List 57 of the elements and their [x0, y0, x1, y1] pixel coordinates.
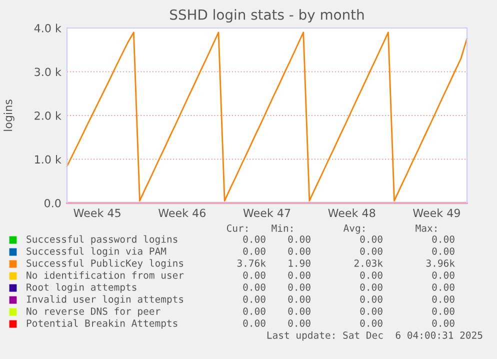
text: 3.96k — [426, 259, 455, 267]
text: 0.00 — [288, 271, 310, 279]
chart-title: SSHD login stats - by month — [170, 9, 364, 23]
text: 0.00 — [288, 319, 310, 327]
y-tick-label: 0.0 — [44, 198, 61, 208]
text: 0.00 — [360, 271, 382, 279]
text: 0.00 — [360, 235, 382, 243]
text: 0.00 — [288, 283, 310, 291]
text: 0.00 — [360, 247, 382, 255]
text: Last update: Sat Dec 6 04:00:31 2025 — [267, 331, 482, 341]
legend-label: No reverse DNS for peer — [26, 307, 160, 317]
text: 0.00 — [288, 307, 310, 315]
x-tick-label: Week 49 — [413, 208, 460, 218]
text: 1.90 — [288, 259, 310, 267]
text: Cur: — [226, 224, 248, 232]
text: 0.00 — [243, 283, 266, 291]
text: 0.00 — [432, 283, 454, 291]
text: 0.00 — [432, 271, 454, 279]
text: 0.00 — [243, 319, 266, 327]
y-tick-label: 2.0 k — [34, 111, 62, 120]
text: 0.00 — [360, 319, 382, 327]
x-tick-label: Week 46 — [158, 208, 206, 218]
x-tick-label: Week 47 — [243, 208, 290, 218]
legend-label: Successful login via PAM — [26, 247, 166, 257]
legend-label: No identification from user — [26, 271, 184, 279]
legend-label: Invalid user login attempts — [26, 295, 184, 305]
text: 0.00 — [360, 283, 382, 291]
text: 0.00 — [432, 247, 454, 255]
text: 0.00 — [288, 247, 310, 255]
text: Max: — [416, 224, 436, 232]
text: 0.00 — [243, 235, 266, 243]
x-tick-label: Week 48 — [328, 208, 376, 218]
text: 0.00 — [243, 295, 266, 303]
y-axis-title: logins — [4, 100, 14, 131]
y-tick-label: 4.0 k — [34, 24, 62, 32]
y-tick-label: 3.0 k — [34, 68, 62, 76]
text: 3.76k — [237, 259, 266, 267]
text: 0.00 — [243, 307, 266, 315]
legend-label: Successful PublicKey logins — [26, 259, 184, 269]
legend-label: Potential Breakin Attempts — [26, 319, 178, 329]
text: 0.00 — [432, 235, 454, 243]
text: Min: — [272, 224, 292, 232]
text: 0.00 — [432, 295, 454, 303]
text: 2.03k — [354, 259, 383, 267]
x-tick-label: Week 45 — [74, 208, 120, 218]
text: 0.00 — [288, 235, 310, 243]
text: 0.00 — [432, 307, 454, 315]
legend-label: Successful password logins — [26, 235, 178, 245]
y-tick-label: 1.0 k — [35, 155, 62, 164]
text: 0.00 — [360, 307, 382, 315]
text: 0.00 — [288, 295, 310, 303]
text: Avg: — [343, 224, 364, 234]
legend-label: Root login attempts — [26, 283, 136, 293]
text: 0.00 — [243, 271, 266, 279]
text: 0.00 — [432, 319, 454, 327]
text: 0.00 — [243, 247, 266, 255]
text: 0.00 — [360, 295, 382, 303]
